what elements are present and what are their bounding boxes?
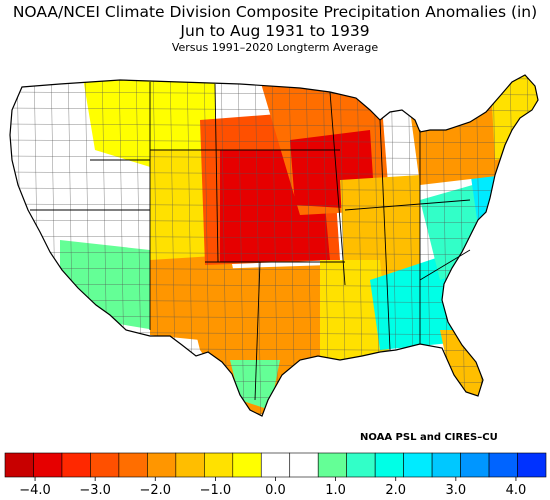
legend-swatch — [431, 452, 461, 478]
division-boundary — [0, 60, 6, 430]
legend-tick-label: −3.0 — [79, 483, 111, 498]
legend-swatch — [204, 452, 234, 478]
anomaly-region-south-texas — [230, 360, 280, 410]
legend-swatch — [90, 452, 120, 478]
division-boundary — [254, 75, 262, 416]
anomaly-region-new-england — [490, 75, 538, 160]
legend-swatch — [175, 452, 205, 478]
legend-swatch — [374, 452, 404, 478]
division-boundary — [0, 60, 550, 63]
legend-tick-label: 0.0 — [265, 483, 286, 498]
legend-swatch — [4, 452, 34, 478]
credit-text: NOAA PSL and CIRES–CU — [360, 432, 498, 443]
legend-tick-label: −1.0 — [200, 483, 232, 498]
legend-swatch — [260, 452, 291, 478]
division-boundary — [526, 75, 534, 416]
division-boundary — [10, 139, 538, 144]
color-legend: −4.0 −3.0 −2.0 −1.0 0.0 1.0 2.0 3.0 4.0 — [4, 452, 547, 498]
precipitation-anomaly-map — [0, 60, 550, 430]
division-boundary — [271, 75, 279, 416]
legend-swatch — [517, 452, 547, 478]
state-border — [254, 261, 261, 401]
division-boundary — [10, 395, 538, 400]
state-border — [214, 83, 219, 263]
map-title: NOAA/NCEI Climate Division Composite Pre… — [12, 3, 538, 21]
division-boundary — [237, 75, 245, 416]
legend-swatch — [232, 452, 262, 478]
division-boundary — [10, 187, 538, 192]
legend-swatch — [488, 452, 518, 478]
legend-swatch — [61, 452, 91, 478]
division-boundary — [10, 219, 538, 224]
division-boundary — [10, 251, 538, 256]
legend-swatch — [346, 452, 376, 478]
division-boundary — [10, 235, 538, 240]
division-boundary — [10, 411, 538, 416]
state-border — [419, 249, 471, 281]
legend-tick-label: −4.0 — [19, 483, 51, 498]
map-subtitle: Versus 1991–2020 Longterm Average — [171, 41, 379, 54]
state-border — [329, 91, 346, 286]
division-boundary — [10, 203, 538, 208]
legend-swatch — [33, 452, 63, 478]
state-border — [344, 199, 471, 211]
legend-tick-label: 4.0 — [506, 483, 527, 498]
legend-tick-label: −2.0 — [139, 483, 171, 498]
legend-swatch — [289, 452, 319, 478]
legend-swatch — [460, 452, 490, 478]
legend-swatch — [403, 452, 433, 478]
division-boundary — [0, 428, 550, 430]
anomaly-region-rockies-montana — [80, 75, 215, 170]
legend-swatch — [317, 452, 347, 478]
anomaly-region-northeast — [410, 95, 505, 185]
state-border — [379, 119, 391, 351]
division-boundary — [544, 60, 550, 430]
legend-swatch — [147, 452, 177, 478]
legend-tick-label: 3.0 — [445, 483, 466, 498]
anomaly-region-arizona-southwest — [60, 240, 155, 330]
division-boundary — [10, 155, 538, 160]
legend-tick-label: 2.0 — [385, 483, 406, 498]
anomaly-region-ohio-valley — [340, 175, 420, 285]
division-boundary — [10, 75, 538, 80]
division-boundary — [10, 171, 538, 176]
legend-tick-label: 1.0 — [325, 483, 346, 498]
legend-swatch — [118, 452, 148, 478]
anomaly-region-florida — [440, 330, 490, 410]
map-date-range: Jun to Aug 1931 to 1939 — [180, 22, 370, 40]
